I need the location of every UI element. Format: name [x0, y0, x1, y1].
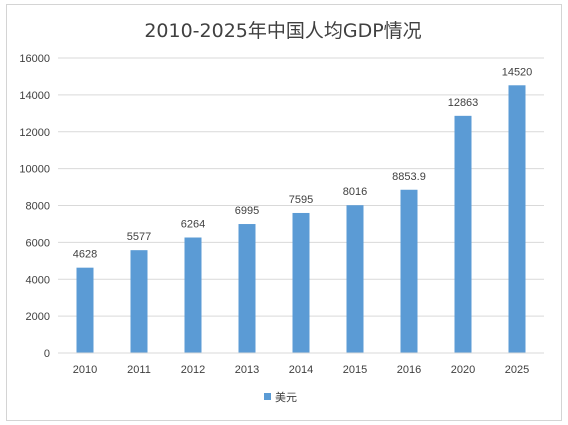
x-tick-2013: 2013	[235, 364, 259, 376]
bar-2016	[400, 189, 418, 353]
y-tick-8000: 8000	[26, 201, 50, 213]
bar-2011	[130, 250, 148, 353]
x-tick-2012: 2012	[181, 364, 205, 376]
y-tick-12000: 12000	[19, 127, 50, 139]
data-label-2010: 4628	[73, 249, 97, 261]
y-tick-6000: 6000	[26, 237, 50, 249]
y-tick-16000: 16000	[19, 53, 50, 65]
legend-swatch	[264, 393, 271, 400]
x-axis-ticks: 2010 2011 2012 2013 2014 2015 2016 2020 2025	[73, 364, 529, 376]
data-label-2014: 7595	[289, 194, 313, 206]
data-label-2011: 5577	[127, 231, 151, 243]
data-label-2013: 6995	[235, 205, 259, 217]
bar-2020	[454, 115, 472, 353]
bar-2013	[238, 224, 256, 353]
data-label-2020: 12863	[448, 97, 479, 109]
bar-2012	[184, 237, 202, 353]
x-tick-2014: 2014	[289, 364, 313, 376]
data-labels: 4628 5577 6264 6995 7595 8016 8853.9 12863 14520	[73, 66, 533, 260]
data-label-2016: 8853.9	[392, 171, 426, 183]
y-tick-2000: 2000	[26, 311, 50, 323]
legend-label: 美元	[275, 391, 297, 404]
x-tick-2015: 2015	[343, 364, 367, 376]
y-tick-0: 0	[44, 348, 50, 360]
bar-2010	[76, 267, 94, 353]
bar-2014	[292, 212, 310, 353]
bars	[76, 85, 526, 353]
data-label-2012: 6264	[181, 219, 205, 231]
x-tick-2020: 2020	[451, 364, 475, 376]
x-tick-2016: 2016	[397, 364, 421, 376]
y-axis-ticks: 0 2000 4000 6000 8000 10000 12000 14000 16000	[19, 53, 50, 360]
data-label-2025: 14520	[502, 66, 533, 78]
y-tick-10000: 10000	[19, 164, 50, 176]
bar-2015	[346, 205, 364, 353]
x-tick-2010: 2010	[73, 364, 97, 376]
x-tick-2025: 2025	[505, 364, 529, 376]
bar-2025	[508, 85, 526, 353]
y-tick-4000: 4000	[26, 274, 50, 286]
y-tick-14000: 14000	[19, 90, 50, 102]
x-tick-2011: 2011	[127, 364, 151, 376]
chart-title: 2010-2025年中国人均GDP情况	[144, 20, 421, 42]
legend: 美元	[264, 391, 297, 404]
data-label-2015: 8016	[343, 186, 367, 198]
